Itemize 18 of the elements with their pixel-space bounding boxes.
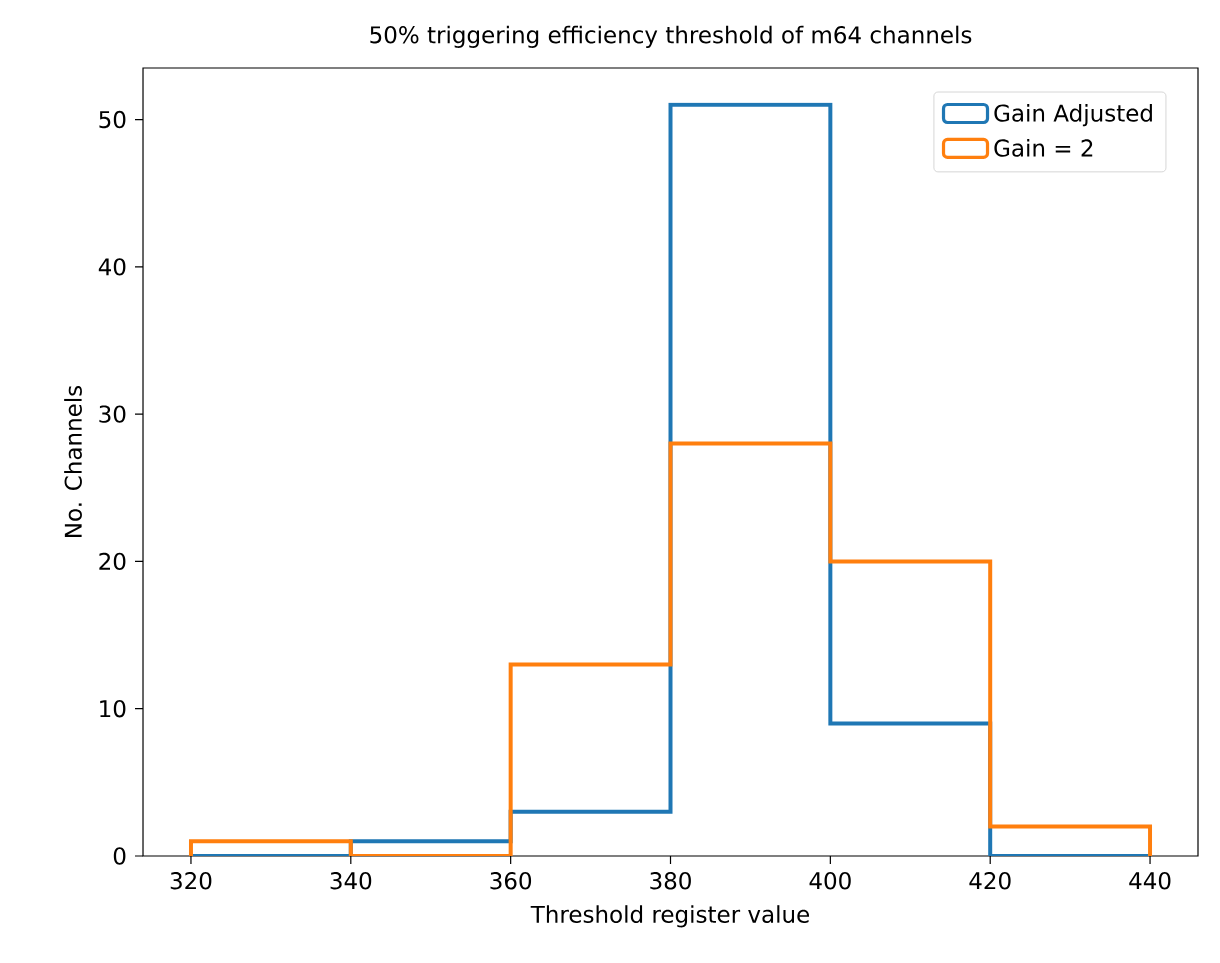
x-tick-label: 340 (330, 872, 372, 890)
x-axis-title: Threshold register value (530, 905, 810, 928)
x-tick-label: 400 (809, 872, 851, 890)
y-tick-label: 0 (113, 847, 126, 865)
y-tick-label: 30 (99, 405, 126, 423)
x-tick-label: 420 (969, 872, 1011, 890)
y-tick-label: 50 (99, 110, 126, 129)
x-tick-label: 380 (650, 872, 691, 890)
x-tick-label: 360 (490, 872, 532, 890)
y-axis-title: No. Channels (64, 385, 82, 537)
y-tick-label: 20 (99, 552, 126, 571)
y-tick-label: 40 (98, 258, 126, 276)
chart-title: 50% triggering efficiency threshold of m64 channels (370, 25, 972, 48)
legend-label: Gain Adjusted (994, 104, 1152, 127)
x-tick-label: 320 (170, 872, 212, 890)
legend-label: Gain = 2 (994, 138, 1093, 157)
y-tick-label: 10 (100, 700, 126, 718)
x-tick-label: 440 (1129, 872, 1171, 890)
